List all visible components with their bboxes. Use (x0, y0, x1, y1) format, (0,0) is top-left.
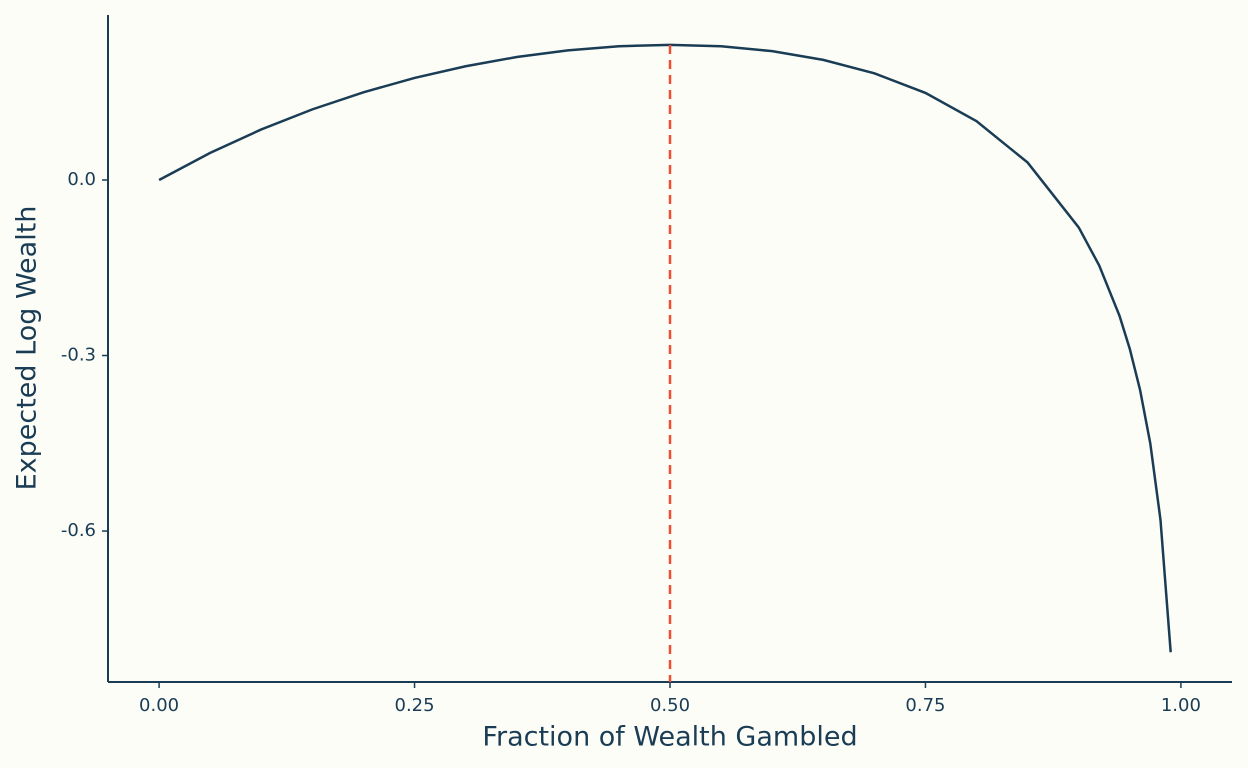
y-tick-label: -0.3 (61, 345, 96, 366)
x-axis-title: Fraction of Wealth Gambled (482, 722, 857, 753)
y-axis-title: Expected Log Wealth (12, 206, 43, 491)
y-tick-label: 0.0 (67, 169, 96, 190)
x-tick-label: 0.75 (905, 695, 945, 716)
x-tick-label: 0.25 (395, 695, 435, 716)
x-tick-label: 1.00 (1161, 695, 1201, 716)
line-series (158, 43, 1172, 653)
x-tick-label: 0.50 (650, 695, 690, 716)
x-tick-label: 0.00 (139, 695, 179, 716)
y-tick-label: -0.6 (61, 520, 96, 541)
